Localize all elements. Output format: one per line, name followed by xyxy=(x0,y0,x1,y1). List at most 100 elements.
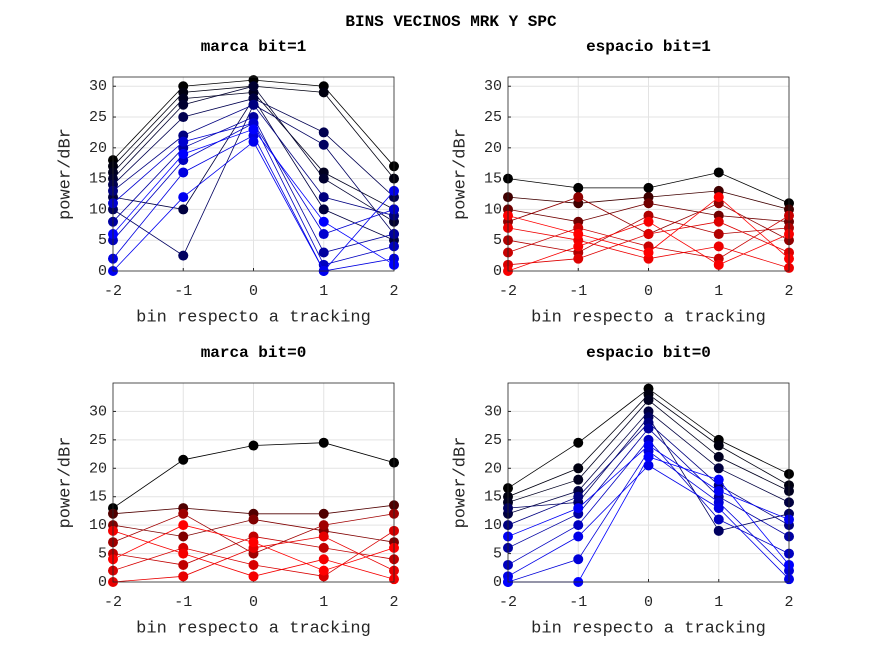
y-tick-label: 5 xyxy=(98,546,107,563)
x-tick-label: 1 xyxy=(714,283,723,300)
marker xyxy=(178,136,189,147)
marker xyxy=(178,167,189,178)
x-tick-label: 0 xyxy=(644,283,653,300)
y-tick-label: 20 xyxy=(484,460,502,477)
x-tick-label: -2 xyxy=(499,594,517,611)
marker xyxy=(318,520,329,531)
y-tick-label: 30 xyxy=(89,78,107,95)
marker xyxy=(713,216,724,227)
marker xyxy=(318,229,329,240)
marker xyxy=(713,229,724,240)
y-tick-label: 20 xyxy=(484,140,502,157)
marker xyxy=(713,474,724,485)
data-layer xyxy=(503,383,794,587)
y-tick-label: 10 xyxy=(484,201,502,218)
x-tick-label: 2 xyxy=(389,594,398,611)
y-tick-label: 0 xyxy=(493,574,502,591)
marker xyxy=(318,173,329,184)
data-layer xyxy=(503,167,794,276)
marker xyxy=(643,247,654,258)
marker xyxy=(178,531,189,542)
marker xyxy=(178,548,189,559)
marker xyxy=(713,167,724,178)
y-tick-label: 30 xyxy=(484,78,502,95)
marker xyxy=(318,247,329,258)
marker xyxy=(643,451,654,462)
x-tick-label: 1 xyxy=(319,594,328,611)
marker xyxy=(178,454,189,465)
marker xyxy=(573,253,584,264)
marker xyxy=(178,112,189,123)
x-tick-label: 1 xyxy=(319,283,328,300)
y-tick-label: 20 xyxy=(89,140,107,157)
y-tick-label: 30 xyxy=(484,403,502,420)
marker xyxy=(318,542,329,553)
marker xyxy=(573,520,584,531)
y-tick-label: 25 xyxy=(89,432,107,449)
marker xyxy=(178,148,189,159)
x-tick-label: -2 xyxy=(104,594,122,611)
marker xyxy=(573,554,584,565)
marker xyxy=(573,491,584,502)
y-axis-label: power/dBr xyxy=(56,128,75,220)
x-tick-label: 0 xyxy=(249,283,258,300)
marker xyxy=(318,216,329,227)
axes-box xyxy=(507,382,790,583)
marker xyxy=(573,463,584,474)
x-axis-label: bin respecto a tracking xyxy=(136,308,371,327)
marker xyxy=(643,229,654,240)
marker xyxy=(318,127,329,138)
marker xyxy=(318,565,329,576)
marker xyxy=(178,559,189,570)
subplot-title: marca bit=0 xyxy=(201,344,307,362)
y-tick-label: 25 xyxy=(484,109,502,126)
marker xyxy=(178,204,189,215)
marker xyxy=(248,559,259,570)
marker xyxy=(318,531,329,542)
marker xyxy=(643,440,654,451)
marker xyxy=(573,474,584,485)
y-tick-label: 30 xyxy=(89,403,107,420)
marker xyxy=(573,229,584,240)
x-tick-label: 2 xyxy=(389,283,398,300)
y-tick-label: 5 xyxy=(98,232,107,249)
y-axis-label: power/dBr xyxy=(451,437,470,529)
marker xyxy=(248,440,259,451)
subplot-title: marca bit=1 xyxy=(201,38,307,56)
marker xyxy=(713,503,724,514)
marker xyxy=(573,503,584,514)
x-tick-label: 1 xyxy=(714,594,723,611)
marker xyxy=(713,259,724,270)
marker xyxy=(318,554,329,565)
marker xyxy=(178,571,189,582)
marker xyxy=(643,423,654,434)
marker xyxy=(318,192,329,203)
marker xyxy=(318,87,329,98)
marker xyxy=(713,192,724,203)
x-tick-label: 0 xyxy=(249,594,258,611)
y-tick-label: 15 xyxy=(484,489,502,506)
subplot-title: espacio bit=0 xyxy=(586,344,711,362)
marker xyxy=(573,531,584,542)
y-tick-label: 0 xyxy=(98,574,107,591)
x-axis-label: bin respecto a tracking xyxy=(136,619,371,638)
marker xyxy=(318,139,329,150)
marker xyxy=(573,182,584,193)
marker xyxy=(713,451,724,462)
y-tick-label: 10 xyxy=(89,517,107,534)
marker xyxy=(248,514,259,525)
x-tick-label: -1 xyxy=(174,283,192,300)
marker xyxy=(178,250,189,261)
marker xyxy=(713,241,724,252)
axes-box xyxy=(112,76,395,272)
marker xyxy=(643,395,654,406)
marker xyxy=(178,99,189,110)
x-tick-label: 0 xyxy=(644,594,653,611)
y-tick-label: 10 xyxy=(484,517,502,534)
x-tick-label: -1 xyxy=(569,594,587,611)
x-tick-label: 2 xyxy=(784,594,793,611)
